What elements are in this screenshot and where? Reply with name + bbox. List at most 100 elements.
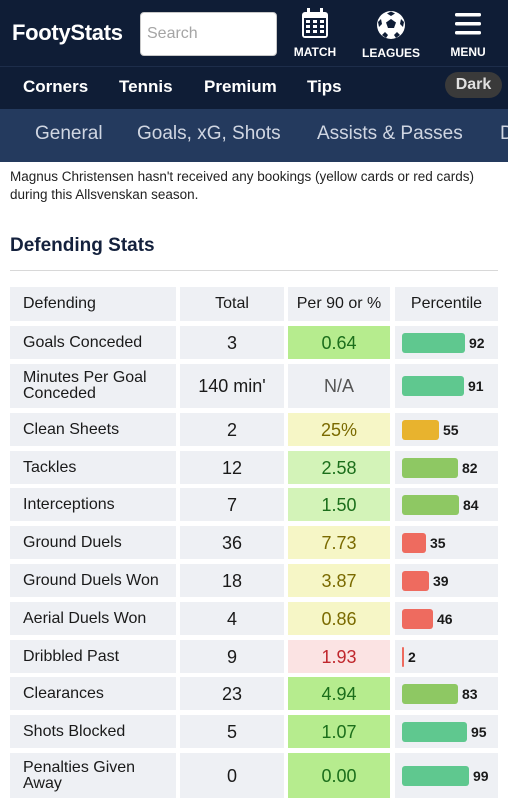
row-per90-cell	[288, 526, 390, 559]
stat-total: 12	[221, 457, 243, 478]
row-total-cell	[180, 715, 284, 748]
stat-per90: 2.58	[321, 457, 357, 478]
percentile-bar	[402, 495, 459, 515]
row-name-cell	[10, 715, 176, 748]
row-per90-cell	[288, 451, 390, 484]
secondary-nav: Corners Tennis Premium Tips	[0, 66, 508, 109]
calendar-icon	[302, 8, 328, 38]
menu-nav-label: MENU	[450, 45, 486, 59]
match-nav-label: MATCH	[293, 45, 337, 59]
section-title: Defending Stats	[10, 235, 155, 256]
percentile-bar	[402, 609, 433, 629]
stat-total: 3	[226, 332, 237, 353]
soccer-ball-icon	[377, 11, 405, 39]
stat-total: 140 min'	[198, 376, 266, 396]
leagues-nav-label: LEAGUES	[362, 46, 421, 60]
stat-per90: 1.07	[321, 721, 357, 742]
stat-total: 9	[226, 646, 237, 667]
header-cell	[180, 287, 284, 321]
stat-per90: 1.93	[321, 646, 357, 667]
stats-tabs: General Goals, xG, Shots Assists & Passe…	[0, 109, 508, 162]
row-name-cell	[10, 413, 176, 446]
percentile-value: 84	[463, 497, 479, 513]
row-total-cell	[180, 677, 284, 710]
row-per90-cell	[288, 753, 390, 798]
tab-assists-passes[interactable]: Assists & Passes	[317, 123, 463, 144]
stat-name: Clearances	[23, 684, 104, 702]
header-percentile: Percentile	[410, 295, 483, 312]
nav-item-tips[interactable]: Tips	[307, 77, 342, 96]
percentile-bar	[402, 684, 458, 704]
row-per90-cell	[288, 326, 390, 359]
bookings-notice: Magnus Christensen hasn't received any b…	[10, 169, 475, 202]
leagues-nav-button[interactable]: LEAGUES	[362, 8, 420, 62]
row-per90-cell	[288, 413, 390, 446]
percentile-bar	[402, 376, 464, 396]
row-name-cell	[10, 326, 176, 359]
row-per90-cell	[288, 488, 390, 521]
row-per90-cell	[288, 677, 390, 710]
percentile-value: 46	[437, 611, 453, 627]
tab-goals-xg-shots[interactable]: Goals, xG, Shots	[137, 123, 281, 144]
site-logo[interactable]: FootyStats	[12, 20, 123, 45]
search-input[interactable]	[140, 12, 277, 56]
row-per90-cell	[288, 564, 390, 597]
row-per90-cell	[288, 602, 390, 635]
row-total-cell	[180, 488, 284, 521]
row-name-cell	[10, 488, 176, 521]
stat-name: Aerial Duels Won	[23, 609, 147, 627]
row-name-cell	[10, 602, 176, 635]
stat-total: 23	[221, 683, 243, 704]
stat-total: 36	[221, 532, 243, 553]
nav-item-premium[interactable]: Premium	[204, 77, 277, 96]
stat-per90: 0.86	[321, 608, 357, 629]
match-nav-button[interactable]: MATCH	[294, 8, 336, 62]
nav-item-corners[interactable]: Corners	[23, 77, 89, 96]
stat-name: Penalties Given Away	[23, 758, 136, 792]
percentile-value: 92	[469, 335, 485, 351]
percentile-value: 82	[462, 460, 478, 476]
header-per90: Per 90 or %	[296, 295, 382, 312]
section-divider	[10, 270, 498, 271]
row-percentile-cell	[395, 640, 498, 673]
stat-name: Interceptions	[23, 495, 115, 513]
stat-total: 7	[226, 494, 237, 515]
stat-name: Ground Duels	[23, 533, 122, 551]
stat-per90: 3.87	[321, 570, 357, 591]
stat-per90: 4.94	[321, 683, 357, 704]
stat-total: 5	[226, 721, 237, 742]
percentile-bar	[402, 766, 469, 786]
row-total-cell	[180, 326, 284, 359]
percentile-bar	[402, 533, 426, 553]
tab-defending-partial[interactable]: D	[500, 123, 508, 144]
stat-name: Dribbled Past	[23, 647, 120, 665]
stat-name: Clean Sheets	[23, 420, 120, 438]
percentile-value: 95	[471, 724, 487, 740]
stat-total: 4	[226, 608, 237, 629]
percentile-value: 83	[462, 686, 478, 702]
row-per90-cell	[288, 364, 390, 408]
header-total: Total	[215, 295, 249, 312]
percentile-value: 2	[408, 649, 416, 665]
row-total-cell	[180, 602, 284, 635]
percentile-bar	[402, 333, 465, 353]
row-total-cell	[180, 413, 284, 446]
stat-total: 2	[226, 419, 237, 440]
stat-per90: 7.73	[321, 532, 357, 553]
row-total-cell	[180, 753, 284, 798]
row-name-cell	[10, 564, 176, 597]
percentile-value: 39	[433, 573, 449, 589]
top-bar: FootyStats MATCH LEAGUES	[0, 0, 508, 66]
stat-per90: N/A	[323, 376, 354, 396]
row-name-cell	[10, 753, 176, 798]
stat-name: Tackles	[23, 458, 77, 476]
stat-name: Shots Blocked	[23, 722, 126, 740]
percentile-bar	[402, 647, 404, 667]
row-total-cell	[180, 451, 284, 484]
header-cell	[288, 287, 390, 321]
tab-general[interactable]: General	[35, 123, 103, 144]
nav-item-tennis[interactable]: Tennis	[119, 77, 173, 96]
percentile-value: 55	[443, 422, 459, 438]
menu-nav-button[interactable]: MENU	[448, 8, 488, 62]
dark-mode-toggle[interactable]: Dark	[445, 72, 502, 98]
